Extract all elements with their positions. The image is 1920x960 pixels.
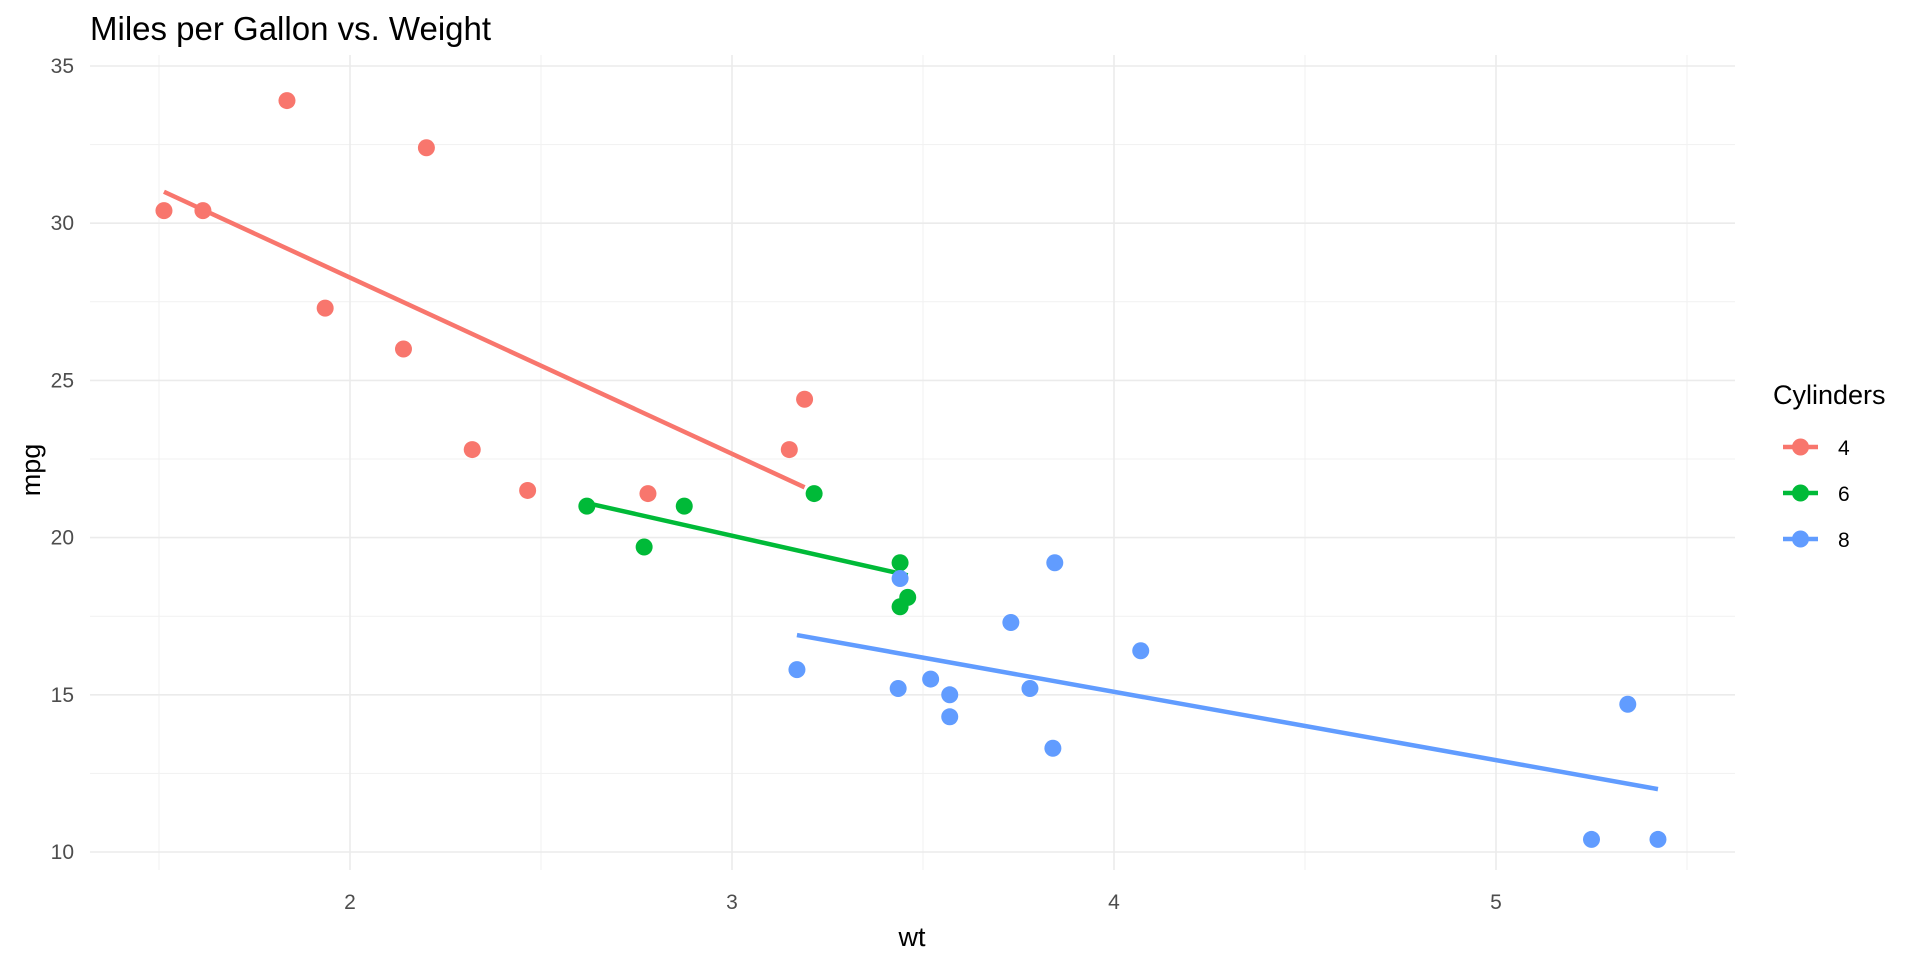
data-point-6 [805, 485, 823, 503]
legend-items: 4 6 8 [1783, 437, 1850, 552]
chart-title: Miles per Gallon vs. Weight [90, 10, 491, 47]
x-tick-label: 4 [1108, 891, 1120, 914]
y-tick-label: 10 [51, 841, 74, 864]
data-points [155, 92, 1667, 848]
legend-label-8: 8 [1838, 529, 1850, 552]
legend: Cylinders 4 6 8 [1773, 380, 1886, 552]
data-point-4 [316, 299, 334, 317]
y-tick-label: 20 [51, 527, 74, 550]
data-point-4 [394, 340, 412, 358]
y-tick-label: 15 [51, 684, 74, 707]
x-tick-label: 3 [726, 891, 738, 914]
data-point-4 [796, 390, 814, 408]
legend-title: Cylinders [1773, 380, 1886, 410]
data-point-6 [675, 497, 693, 515]
trend-lines [163, 189, 1659, 792]
data-point-8 [1046, 554, 1064, 572]
y-tick-label: 35 [51, 55, 74, 78]
data-point-8 [941, 708, 959, 726]
data-point-4 [780, 441, 798, 459]
trend-line-8 [796, 632, 1659, 792]
data-point-8 [889, 680, 907, 698]
x-tick-label: 2 [344, 891, 356, 914]
data-point-8 [922, 670, 940, 688]
data-point-4 [194, 202, 212, 220]
data-point-4 [463, 441, 481, 459]
legend-key-point-8 [1792, 530, 1809, 548]
trend-line-4 [163, 189, 806, 490]
data-point-8 [1619, 695, 1637, 713]
data-point-8 [891, 569, 909, 587]
legend-key-point-6 [1792, 484, 1809, 502]
legend-label-4: 4 [1838, 437, 1850, 460]
data-point-4 [519, 481, 537, 499]
data-point-8 [941, 686, 959, 704]
data-point-4 [639, 485, 657, 503]
data-point-4 [417, 139, 435, 157]
data-point-6 [891, 598, 909, 616]
data-point-8 [1649, 830, 1667, 848]
data-point-8 [1132, 642, 1150, 660]
data-point-8 [788, 661, 806, 679]
legend-key-point-4 [1792, 438, 1809, 456]
data-point-8 [1583, 830, 1600, 848]
axis-ticks: 2 3 4 5 10 15 20 25 30 35 [51, 55, 1502, 914]
data-point-4 [278, 92, 296, 110]
y-axis-title: mpg [16, 444, 46, 497]
data-point-8 [1002, 613, 1020, 631]
legend-label-6: 6 [1838, 483, 1850, 506]
data-point-6 [635, 538, 653, 556]
trend-line-6 [586, 500, 909, 578]
data-point-6 [891, 554, 909, 572]
x-tick-label: 5 [1490, 891, 1502, 914]
data-point-8 [1021, 680, 1039, 698]
data-point-6 [578, 497, 596, 515]
data-point-8 [1044, 739, 1062, 757]
data-point-4 [155, 202, 173, 220]
grid [90, 55, 1735, 870]
x-axis-title: wt [898, 922, 926, 952]
y-tick-label: 25 [51, 369, 74, 392]
y-tick-label: 30 [51, 212, 74, 235]
